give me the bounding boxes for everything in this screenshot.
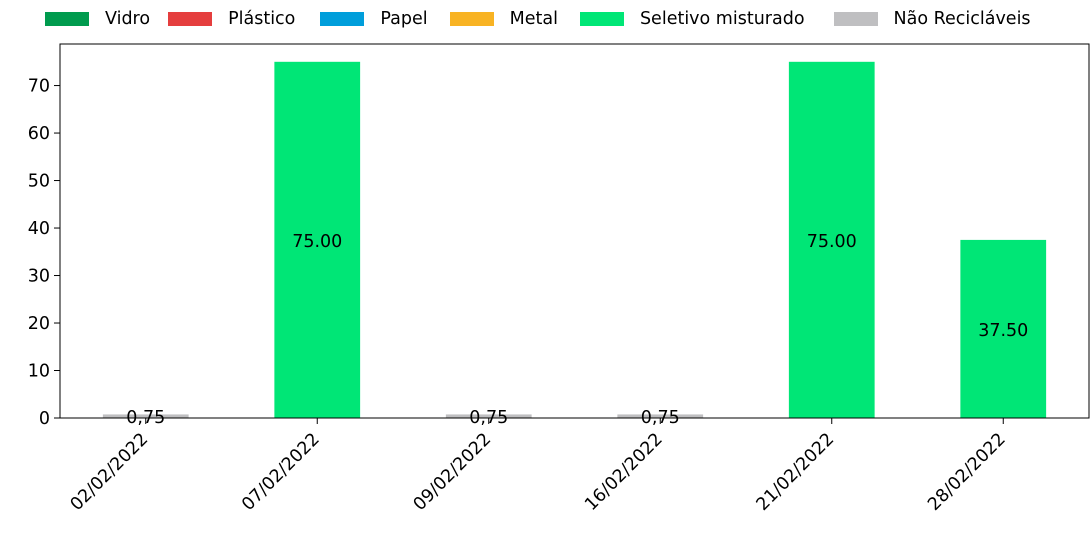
x-tick-label: 28/02/2022 [924,429,1009,514]
y-tick-label: 30 [28,267,50,287]
y-tick-label: 50 [28,172,50,192]
legend-item: Plástico [168,9,295,29]
legend-item: Vidro [45,9,150,29]
bar-segment [788,61,875,419]
legend-swatch [320,12,365,26]
legend-label: Metal [509,9,558,29]
data-label: 37.50 [978,321,1028,341]
bar-segment [960,239,1047,418]
y-tick-label: 70 [28,77,50,97]
legend-label: Vidro [105,9,151,29]
y-tick-label: 20 [28,314,50,334]
legend-label: Papel [380,9,428,29]
legend-swatch [449,12,494,26]
bar-segment [445,414,532,418]
data-label: 75.00 [807,232,857,252]
legend-item: Papel [320,9,428,29]
legend-swatch [579,12,624,26]
legend-item: Metal [449,9,558,29]
bar-segment [617,414,704,418]
legend-label: Seletivo misturado [639,9,805,29]
legend-label: Plástico [228,9,296,29]
legend-swatch [833,12,878,26]
x-tick-label: 16/02/2022 [581,429,666,514]
y-tick-label: 40 [28,219,50,239]
legend: Vidro Plástico Papel Metal Seletivo misturad… [0,4,1091,34]
x-tick-label: 21/02/2022 [753,429,838,514]
data-label: 75.00 [292,232,342,252]
y-tick-label: 10 [28,362,50,382]
y-tick-label: 0 [39,409,50,429]
y-tick-label: 60 [28,124,50,144]
bar-segment [102,414,189,418]
legend-swatch [45,12,89,26]
legend-item: Não Recicláveis [833,9,1031,29]
legend-item: Seletivo misturado [579,9,805,29]
x-tick-label: 02/02/2022 [67,429,152,514]
x-tick-label: 09/02/2022 [410,429,495,514]
x-tick-label: 07/02/2022 [238,429,323,514]
plot-frame [59,43,1090,419]
legend-swatch [168,12,213,26]
legend-label: Não Recicláveis [893,9,1031,29]
bar-segment [274,61,361,419]
